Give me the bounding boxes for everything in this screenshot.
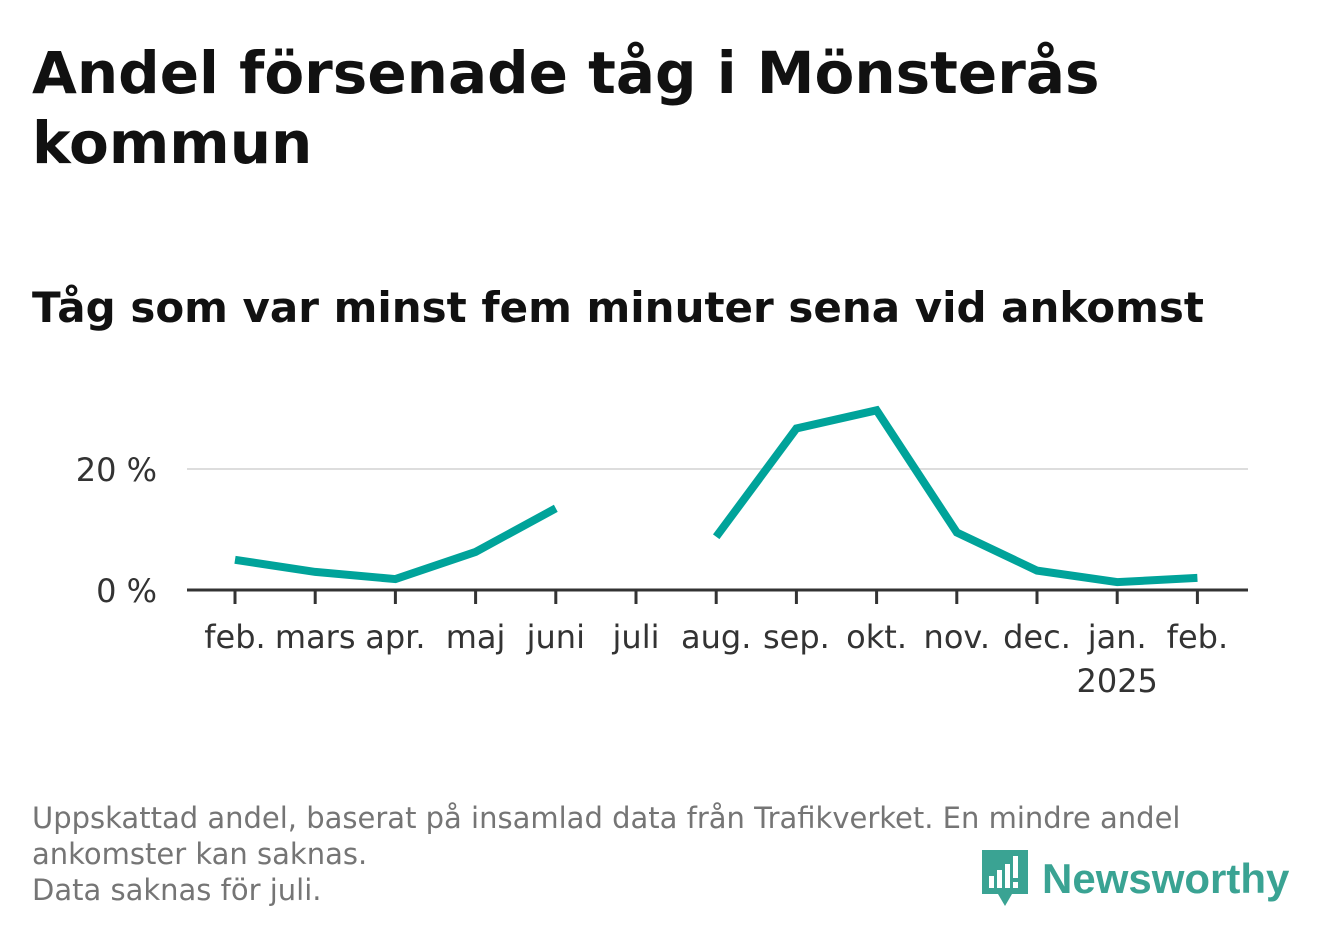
series-line-segment [234,504,558,584]
x-tick-label: jan. [1087,618,1147,656]
newsworthy-logo-icon [982,850,1028,906]
footnote-line-1: Uppskattad andel, baserat på insamlad da… [32,801,1181,871]
x-tick-label: feb. [204,618,265,656]
series-line-segment [712,405,1198,587]
series-lines [234,405,1198,587]
x-tick-label: juli [612,618,660,656]
chart-title: Andel försenade tåg i Mönsterås kommun [32,39,1100,177]
line-chart: 0 % 20 % feb. mars apr. maj juni juli aug. sep. o… [76,405,1248,700]
x-tick-label: apr. [365,618,425,656]
x-axis [187,588,1248,604]
footnote-line-2: Data saknas för juli. [32,873,322,907]
x-axis-labels: feb. mars apr. maj juni juli aug. sep. okt. nov. d… [204,618,1228,700]
x-tick-label: feb. [1167,618,1228,656]
newsworthy-logo: Newsworthy [980,848,1289,910]
x-tick-label: sep. [763,618,830,656]
newsworthy-logo-text: Newsworthy [1042,855,1290,902]
y-tick-label: 0 % [96,572,157,610]
x-tick-label: mars [275,618,356,656]
chart-subtitle: Tåg som var minst fem minuter sena vid a… [32,283,1204,332]
x-tick-label: dec. [1003,618,1071,656]
x-tick-label: aug. [681,618,751,656]
y-tick-label: 20 % [76,451,157,489]
x-tick-label: okt. [846,618,907,656]
x-tick-label: maj [446,618,506,656]
footnote: Uppskattad andel, baserat på insamlad da… [32,800,1282,908]
x-year-label: 2025 [1076,662,1157,700]
x-tick-label: nov. [924,618,990,656]
y-axis-labels: 0 % 20 % [76,451,157,610]
x-tick-label: juni [526,618,585,656]
